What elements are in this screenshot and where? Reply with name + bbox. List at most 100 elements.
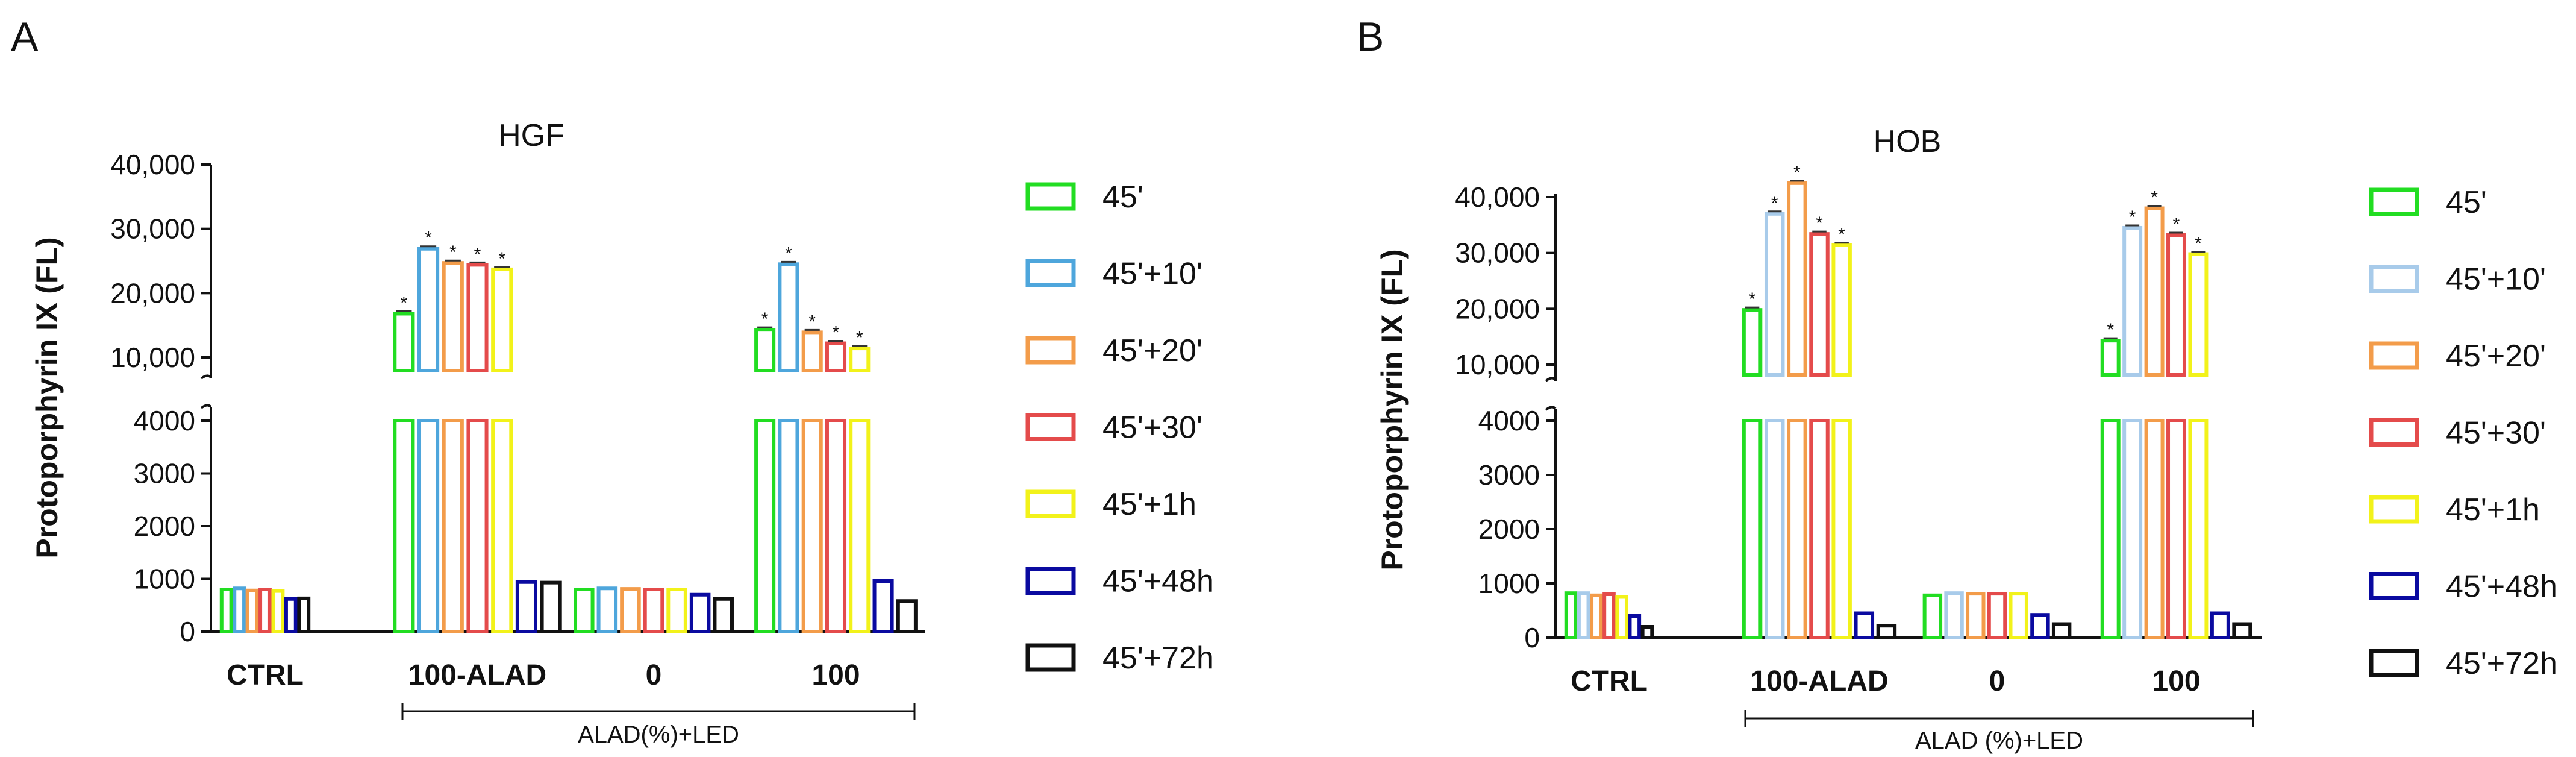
bar bbox=[284, 597, 298, 633]
x-category-label: 100 bbox=[2152, 665, 2200, 697]
legend-label: 45' bbox=[2446, 185, 2487, 220]
bar bbox=[2210, 611, 2230, 639]
legend-label: 45'+72h bbox=[2446, 646, 2557, 681]
bar bbox=[620, 587, 641, 633]
legend: 45' 45'+10' 45'+20' 45'+30' 45'+1h 45'+48h 45'… bbox=[1025, 180, 1214, 676]
bar bbox=[540, 580, 562, 633]
bar bbox=[1809, 419, 1830, 639]
y-tick-label: 10,000 bbox=[1455, 349, 1540, 380]
x-category-label: 100-ALAD bbox=[1750, 665, 1888, 697]
bar bbox=[1809, 232, 1830, 377]
legend-label: 45'+48h bbox=[2446, 570, 2557, 605]
bar bbox=[466, 263, 489, 372]
legend-swatch bbox=[2369, 649, 2419, 677]
bar bbox=[2144, 419, 2165, 639]
bar bbox=[2051, 622, 2072, 639]
bar bbox=[2166, 419, 2186, 639]
bar bbox=[515, 580, 537, 633]
bar bbox=[393, 419, 415, 633]
bar bbox=[1922, 593, 1943, 639]
legend-label: 45'+30' bbox=[1102, 410, 1202, 445]
bar bbox=[417, 419, 440, 633]
bar bbox=[825, 419, 847, 633]
bar bbox=[801, 330, 823, 373]
chart-title: HGF bbox=[498, 118, 564, 153]
legend-swatch bbox=[1025, 413, 1076, 441]
bar bbox=[1640, 625, 1654, 639]
y-tick-label: 4000 bbox=[1478, 405, 1540, 436]
legend-swatch bbox=[1025, 567, 1076, 595]
legend-swatch bbox=[1025, 489, 1076, 518]
bar bbox=[491, 267, 513, 372]
bar bbox=[778, 262, 799, 373]
significance-marker: * bbox=[1838, 225, 1845, 245]
bar bbox=[2100, 419, 2121, 639]
x-category-label: 0 bbox=[646, 659, 662, 691]
x-category-label: CTRL bbox=[227, 659, 304, 691]
axis-break-mark bbox=[1545, 377, 1557, 382]
bar bbox=[245, 588, 259, 633]
bar bbox=[442, 419, 464, 633]
bar bbox=[1944, 591, 1964, 640]
significance-marker: * bbox=[833, 323, 840, 343]
legend: 45' 45'+10' 45'+20' 45'+30' 45'+1h 45'+48h 45'… bbox=[2369, 185, 2557, 681]
bar bbox=[1987, 592, 2007, 639]
bar bbox=[466, 419, 489, 633]
bar bbox=[1564, 591, 1578, 640]
bar bbox=[2188, 419, 2209, 639]
legend-swatch bbox=[1025, 643, 1076, 672]
significance-marker: * bbox=[1771, 193, 1778, 213]
bar bbox=[1876, 624, 1897, 639]
significance-marker: * bbox=[2151, 188, 2158, 208]
x-category-label: CTRL bbox=[1571, 665, 1648, 697]
bar bbox=[1577, 591, 1590, 640]
bar bbox=[297, 596, 311, 633]
bar bbox=[643, 588, 664, 633]
legend-swatch bbox=[2369, 187, 2419, 216]
bar bbox=[2100, 339, 2121, 377]
y-tick-label: 2000 bbox=[134, 510, 195, 542]
significance-marker: * bbox=[474, 244, 481, 264]
bar bbox=[271, 589, 285, 633]
bar bbox=[666, 588, 687, 633]
bar bbox=[849, 347, 871, 372]
y-tick-label: 2000 bbox=[1478, 514, 1540, 545]
y-tick-label: 10,000 bbox=[110, 342, 195, 373]
legend-label: 45'+10' bbox=[2446, 262, 2546, 297]
bar bbox=[2122, 225, 2143, 377]
legend-label: 45'+1h bbox=[1102, 487, 1196, 522]
bar bbox=[896, 599, 918, 633]
significance-marker: * bbox=[1793, 163, 1801, 183]
bar bbox=[1854, 611, 1875, 639]
significance-marker: * bbox=[1816, 213, 1823, 233]
bar bbox=[2009, 592, 2028, 639]
bar bbox=[491, 419, 513, 633]
significance-marker: * bbox=[1749, 289, 1756, 309]
legend-swatch bbox=[2369, 495, 2419, 524]
bar bbox=[1590, 593, 1603, 639]
significance-marker: * bbox=[449, 242, 457, 262]
axis-break-mark bbox=[1545, 406, 1557, 411]
significance-marker: * bbox=[856, 328, 863, 348]
bar bbox=[219, 588, 233, 633]
significance-marker: * bbox=[2195, 234, 2202, 254]
bar bbox=[1787, 181, 1807, 377]
legend-swatch bbox=[2369, 572, 2419, 600]
legend-swatch bbox=[1025, 336, 1076, 365]
significance-marker: * bbox=[498, 249, 505, 269]
bar bbox=[713, 597, 734, 633]
legend-swatch bbox=[1025, 259, 1076, 287]
significance-marker: * bbox=[785, 243, 792, 263]
y-tick-label: 4000 bbox=[134, 405, 195, 436]
bar bbox=[825, 341, 847, 372]
bar bbox=[574, 588, 595, 633]
significance-marker: * bbox=[761, 309, 769, 329]
bar bbox=[258, 588, 272, 633]
y-tick-label: 30,000 bbox=[1455, 237, 1540, 269]
bar bbox=[801, 419, 823, 633]
bar bbox=[689, 592, 711, 633]
